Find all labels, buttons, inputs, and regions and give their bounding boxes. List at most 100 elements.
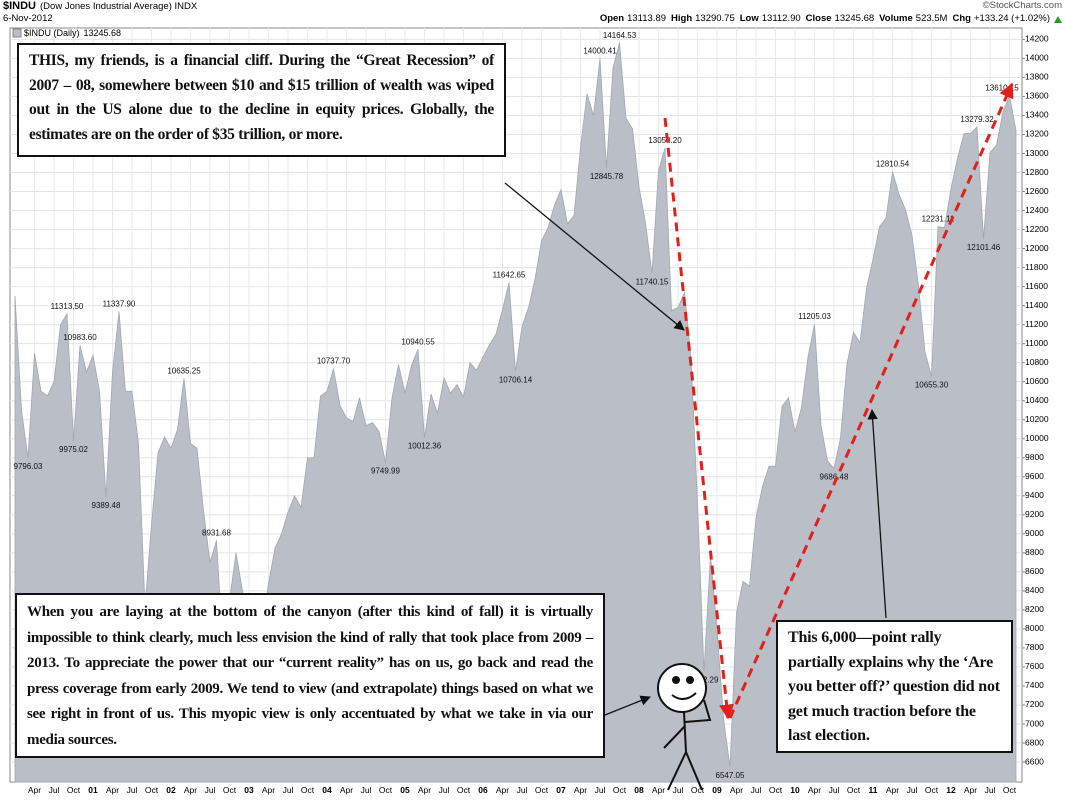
value-label: 11642.65 bbox=[493, 271, 526, 280]
value-label: 10940.55 bbox=[401, 337, 435, 346]
x-tick-label: Oct bbox=[223, 785, 237, 795]
symbol: $INDU bbox=[3, 0, 36, 12]
x-tick-label: 08 bbox=[634, 785, 644, 795]
x-tick-label: 07 bbox=[556, 785, 566, 795]
x-tick-label: Jul bbox=[595, 785, 606, 795]
trend-arrow bbox=[663, 117, 735, 720]
y-tick-label: 8800 bbox=[1025, 547, 1044, 557]
x-tick-label: Jul bbox=[517, 785, 528, 795]
x-tick-label: Apr bbox=[964, 785, 977, 795]
x-tick-label: Oct bbox=[379, 785, 393, 795]
y-tick-label: 7200 bbox=[1025, 699, 1044, 709]
value-label: 10737.70 bbox=[317, 357, 351, 366]
y-tick-label: 8000 bbox=[1025, 623, 1044, 633]
x-tick-label: 06 bbox=[478, 785, 488, 795]
y-tick-label: 12200 bbox=[1025, 224, 1049, 234]
value-label: 10012.36 bbox=[408, 442, 442, 451]
y-tick-label: 13000 bbox=[1025, 148, 1049, 158]
value-label: 13058.20 bbox=[648, 136, 682, 145]
quote: Open 13113.89 High 13290.75 Low 13112.90 Close… bbox=[600, 13, 1050, 24]
y-tick-label: 11400 bbox=[1025, 300, 1048, 310]
quote-value: 523.5M bbox=[916, 13, 948, 24]
x-tick-label: Apr bbox=[808, 785, 821, 795]
y-tick-label: 7800 bbox=[1025, 642, 1044, 652]
trend-arrow bbox=[728, 82, 1014, 719]
quote-label: Volume bbox=[879, 13, 913, 24]
x-tick-label: 05 bbox=[400, 785, 410, 795]
quote-value: 13290.75 bbox=[695, 13, 735, 24]
quote-label: Low bbox=[740, 13, 760, 24]
quote-value: 13113.89 bbox=[627, 13, 666, 24]
x-tick-label: Apr bbox=[106, 785, 119, 795]
x-tick-label: Apr bbox=[184, 785, 197, 795]
legend-value: 13245.68 bbox=[84, 28, 122, 38]
annotations bbox=[504, 82, 1014, 791]
y-tick-label: 7400 bbox=[1025, 680, 1044, 690]
y-tick-label: 9800 bbox=[1025, 452, 1044, 462]
y-tick-label: 9600 bbox=[1025, 471, 1044, 481]
x-tick-label: Jul bbox=[985, 785, 996, 795]
y-tick-label: 12600 bbox=[1025, 186, 1049, 196]
arrow bbox=[504, 182, 685, 331]
value-label: 10983.60 bbox=[63, 333, 97, 342]
x-tick-label: 10 bbox=[790, 785, 800, 795]
x-tick-label: Apr bbox=[262, 785, 275, 795]
y-tick-label: 13200 bbox=[1025, 129, 1049, 139]
x-tick-label: 03 bbox=[244, 785, 254, 795]
quote-label: Chg bbox=[952, 13, 971, 24]
quote-value: 13112.90 bbox=[762, 13, 801, 24]
y-tick-label: 9400 bbox=[1025, 490, 1044, 500]
y-tick-label: 10200 bbox=[1025, 414, 1049, 424]
y-tick-label: 9000 bbox=[1025, 528, 1044, 538]
y-tick-label: 14000 bbox=[1025, 53, 1049, 63]
x-tick-label: Apr bbox=[574, 785, 587, 795]
value-label: 9749.99 bbox=[371, 467, 400, 476]
quote-label: High bbox=[671, 13, 692, 24]
y-tick-label: 6800 bbox=[1025, 737, 1044, 747]
y-tick-label: 10600 bbox=[1025, 376, 1049, 386]
x-tick-label: Oct bbox=[925, 785, 939, 795]
y-tick-label: 10000 bbox=[1025, 433, 1049, 443]
arrow bbox=[604, 695, 651, 716]
value-label: 11740.15 bbox=[636, 277, 669, 286]
value-label: 12845.78 bbox=[590, 172, 624, 181]
quote-label: Open bbox=[600, 13, 624, 24]
y-tick-label: 12400 bbox=[1025, 205, 1049, 215]
y-tick-label: 14200 bbox=[1025, 34, 1049, 44]
x-tick-label: Jul bbox=[439, 785, 450, 795]
area bbox=[14, 42, 1017, 783]
value-label: 11313.50 bbox=[51, 302, 84, 311]
x-tick-label: Oct bbox=[145, 785, 159, 795]
value-label: 9389.48 bbox=[92, 501, 121, 510]
value-label: 9686.48 bbox=[820, 473, 849, 482]
value-label: 10635.25 bbox=[167, 366, 201, 375]
value-label: 12231.11 bbox=[922, 215, 955, 224]
x-tick-label: 11 bbox=[869, 785, 878, 795]
value-label: 13279.32 bbox=[960, 115, 994, 124]
value-label: 9975.02 bbox=[59, 445, 88, 454]
x-tick-label: Oct bbox=[457, 785, 471, 795]
y-tick-label: 13400 bbox=[1025, 110, 1049, 120]
value-label: 10655.30 bbox=[915, 380, 949, 389]
x-tick-label: Jul bbox=[127, 785, 138, 795]
x-tick-label: Jul bbox=[907, 785, 918, 795]
x-tick-label: Apr bbox=[730, 785, 743, 795]
header-title: $INDU (Dow Jones Industrial Average) INDX bbox=[3, 0, 198, 12]
value-label: 13610.15 bbox=[985, 83, 1019, 92]
quote-label: Close bbox=[806, 13, 832, 24]
y-tick-label: 11000 bbox=[1025, 338, 1048, 348]
legend-name: $INDU (Daily) bbox=[24, 28, 80, 38]
y-tick-label: 12800 bbox=[1025, 167, 1049, 177]
y-tick-label: 13800 bbox=[1025, 72, 1049, 82]
y-tick-label: 11600 bbox=[1025, 281, 1048, 291]
value-label: 11337.90 bbox=[103, 300, 136, 309]
value-label: 11205.03 bbox=[798, 312, 831, 321]
x-tick-label: 12 bbox=[946, 785, 956, 795]
value-label: 12101.46 bbox=[967, 243, 1001, 252]
x-tick-label: Oct bbox=[613, 785, 627, 795]
y-tick-label: 8600 bbox=[1025, 566, 1044, 576]
y-tick-label: 12000 bbox=[1025, 243, 1049, 253]
y-tick-label: 6600 bbox=[1025, 756, 1044, 766]
y-tick-label: 8400 bbox=[1025, 585, 1044, 595]
